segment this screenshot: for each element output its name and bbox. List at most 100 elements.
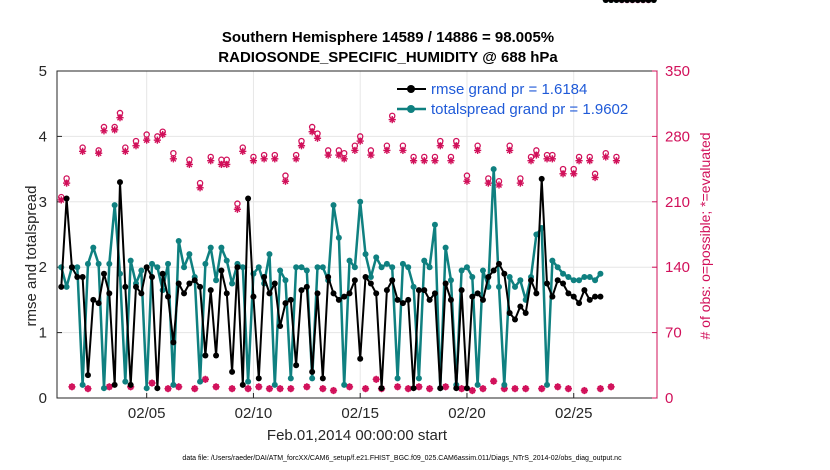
series-point-rmse bbox=[250, 293, 257, 300]
series-point-rmse bbox=[640, 0, 647, 3]
series-point-rmse bbox=[405, 296, 412, 303]
series-point-rmse bbox=[602, 0, 609, 3]
obs-evaluated-marker bbox=[335, 151, 343, 159]
obs-possible-marker bbox=[170, 149, 177, 157]
series-point-rmse bbox=[175, 280, 182, 287]
obs-evaluated-marker bbox=[265, 385, 274, 393]
obs-evaluated-marker bbox=[105, 383, 113, 391]
series-point-rmse bbox=[106, 290, 113, 297]
chart-subtitle: RADIOSONDE_SPECIFIC_HUMIDITY @ 688 hPa bbox=[218, 49, 558, 66]
series-point-rmse bbox=[485, 274, 492, 281]
series-point-totalspread bbox=[314, 264, 321, 271]
series-point-totalspread bbox=[394, 375, 401, 382]
obs-evaluated-marker bbox=[79, 147, 87, 155]
obs-evaluated-stroke bbox=[576, 157, 583, 164]
obs-evaluated-marker bbox=[532, 151, 540, 159]
series-point-totalspread bbox=[501, 381, 508, 388]
obs-evaluated-marker bbox=[201, 375, 209, 383]
series-point-totalspread bbox=[63, 283, 70, 290]
series-point-rmse bbox=[351, 277, 358, 284]
obs-evaluated-stroke bbox=[469, 387, 476, 394]
obs-evaluated-marker bbox=[511, 385, 519, 393]
series-point-rmse bbox=[549, 293, 556, 300]
y-right-tick-label: 70 bbox=[665, 325, 682, 342]
series-point-rmse bbox=[592, 293, 599, 300]
series-point-totalspread bbox=[149, 260, 156, 267]
series-point-rmse bbox=[330, 290, 337, 297]
obs-evaluated-stroke bbox=[517, 180, 524, 187]
series-point-rmse bbox=[239, 381, 246, 388]
y-right-tick-label: 350 bbox=[665, 63, 690, 80]
obs-evaluated-marker bbox=[522, 385, 530, 393]
series-point-totalspread bbox=[442, 244, 449, 251]
obs-evaluated-stroke bbox=[132, 142, 140, 149]
series-point-totalspread bbox=[181, 264, 188, 271]
series-point-totalspread bbox=[586, 274, 593, 281]
obs-evaluated-stroke bbox=[399, 147, 406, 154]
obs-evaluated-marker bbox=[570, 170, 578, 178]
series-point-totalspread bbox=[170, 381, 177, 388]
obs-layer bbox=[57, 0, 653, 395]
obs-evaluated-marker bbox=[297, 142, 306, 150]
series-point-rmse bbox=[186, 280, 193, 287]
obs-evaluated-stroke bbox=[394, 383, 401, 390]
series-point-totalspread bbox=[415, 375, 422, 382]
series-point-rmse bbox=[389, 277, 396, 284]
series-point-totalspread bbox=[165, 260, 172, 267]
series-point-totalspread bbox=[517, 277, 524, 284]
obs-evaluated-stroke bbox=[447, 157, 454, 164]
legend-rmse-marker bbox=[407, 85, 415, 93]
obs-evaluated-stroke bbox=[415, 383, 422, 390]
series-point-rmse bbox=[495, 260, 502, 267]
obs-evaluated-stroke bbox=[554, 383, 561, 390]
series-point-totalspread bbox=[122, 378, 129, 385]
series-point-rmse bbox=[586, 296, 593, 303]
y-tick-label: 5 bbox=[39, 63, 47, 80]
obs-evaluated-stroke bbox=[597, 385, 604, 392]
obs-evaluated-stroke bbox=[421, 157, 428, 164]
obs-evaluated-stroke bbox=[544, 155, 551, 162]
obs-evaluated-marker bbox=[388, 115, 396, 124]
obs-evaluated-stroke bbox=[202, 376, 209, 383]
obs-evaluated-marker bbox=[367, 151, 375, 159]
series-point-rmse bbox=[165, 293, 172, 300]
obs-evaluated-stroke bbox=[245, 385, 252, 392]
series-point-rmse bbox=[517, 303, 524, 310]
obs-evaluated-marker bbox=[260, 155, 268, 163]
series-layer bbox=[58, 0, 657, 392]
series-point-rmse bbox=[581, 287, 588, 294]
obs-evaluated-stroke bbox=[63, 180, 70, 187]
series-point-totalspread bbox=[90, 244, 97, 251]
obs-evaluated-stroke bbox=[485, 180, 492, 187]
series-point-rmse bbox=[133, 283, 140, 290]
series-point-rmse bbox=[191, 277, 198, 284]
series-point-rmse bbox=[469, 293, 476, 300]
series-point-rmse bbox=[367, 280, 374, 287]
y-axis-label: rmse and totalspread bbox=[23, 186, 40, 327]
obs-evaluated-marker bbox=[442, 383, 450, 391]
series-point-rmse bbox=[501, 270, 508, 277]
y-tick-label: 2 bbox=[39, 259, 47, 276]
series-point-rmse bbox=[116, 179, 123, 186]
series-point-totalspread bbox=[570, 277, 577, 284]
series-point-rmse bbox=[282, 300, 289, 307]
series-point-rmse bbox=[597, 293, 604, 300]
obs-evaluated-marker bbox=[68, 383, 76, 391]
series-point-rmse bbox=[325, 274, 332, 281]
series-point-rmse bbox=[490, 267, 497, 274]
series-point-totalspread bbox=[266, 251, 273, 258]
obs-evaluated-stroke bbox=[357, 138, 364, 145]
series-point-totalspread bbox=[95, 260, 102, 267]
series-point-rmse bbox=[303, 283, 310, 290]
obs-evaluated-stroke bbox=[282, 178, 289, 185]
obs-evaluated-stroke bbox=[277, 385, 284, 392]
obs-evaluated-marker bbox=[249, 157, 258, 165]
series-point-totalspread bbox=[127, 257, 134, 264]
series-point-rmse bbox=[474, 290, 481, 297]
series-point-rmse bbox=[512, 316, 519, 323]
series-point-totalspread bbox=[84, 260, 91, 267]
series-point-rmse bbox=[159, 270, 166, 277]
y-right-tick-label: 210 bbox=[665, 194, 690, 211]
obs-evaluated-stroke bbox=[511, 385, 519, 392]
obs-evaluated-stroke bbox=[261, 155, 268, 162]
